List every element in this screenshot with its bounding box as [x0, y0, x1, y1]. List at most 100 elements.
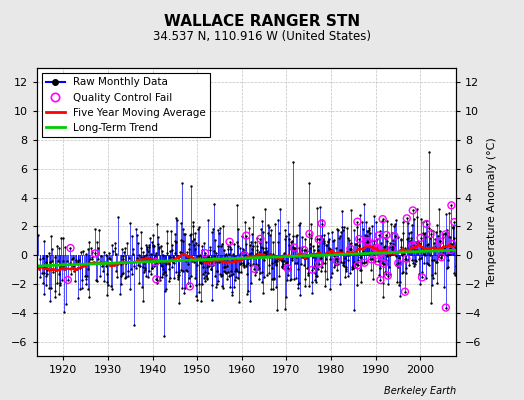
Point: [183, 248, 191, 255]
Point: [168, 242, 176, 249]
Point: [211, 272, 220, 279]
Point: [231, 276, 239, 283]
Point: [290, 244, 298, 251]
Point: [219, 284, 227, 291]
Point: [432, 229, 440, 236]
Point: [409, 260, 417, 266]
Point: [282, 259, 291, 265]
Point: [351, 240, 359, 247]
Point: [233, 202, 242, 208]
Point: [378, 216, 387, 222]
Point: [295, 222, 303, 228]
Point: [392, 279, 401, 285]
Point: [259, 229, 267, 236]
Point: [404, 220, 412, 226]
Point: [432, 258, 440, 265]
Point: [215, 254, 224, 261]
Point: [205, 247, 214, 254]
Point: [271, 221, 279, 228]
Point: [269, 238, 277, 245]
Point: [259, 244, 268, 251]
Point: [377, 258, 385, 264]
Point: [270, 275, 278, 282]
Point: [424, 246, 432, 252]
Point: [288, 237, 297, 244]
Point: [152, 276, 160, 282]
Point: [255, 265, 263, 272]
Point: [399, 230, 408, 236]
Point: [133, 232, 141, 238]
Point: [317, 255, 325, 262]
Point: [295, 279, 303, 286]
Point: [98, 262, 106, 269]
Point: [420, 230, 428, 237]
Point: [446, 247, 455, 253]
Point: [391, 262, 400, 268]
Point: [433, 222, 442, 228]
Point: [336, 233, 344, 240]
Point: [171, 230, 179, 237]
Point: [144, 268, 152, 274]
Point: [429, 256, 438, 263]
Point: [391, 248, 399, 255]
Point: [148, 239, 157, 246]
Point: [167, 247, 176, 254]
Point: [125, 254, 134, 261]
Point: [247, 239, 255, 245]
Point: [305, 231, 314, 237]
Point: [64, 277, 72, 283]
Point: [242, 232, 250, 239]
Point: [441, 230, 449, 237]
Point: [381, 242, 389, 249]
Point: [397, 270, 406, 276]
Point: [208, 229, 216, 236]
Point: [280, 227, 289, 233]
Point: [216, 225, 224, 231]
Point: [257, 244, 265, 250]
Point: [190, 236, 198, 242]
Point: [128, 233, 136, 239]
Point: [277, 258, 286, 264]
Point: [69, 263, 78, 269]
Point: [274, 239, 282, 246]
Point: [273, 256, 281, 262]
Point: [193, 262, 201, 268]
Point: [82, 276, 91, 282]
Point: [311, 277, 319, 284]
Point: [283, 265, 292, 271]
Point: [442, 211, 451, 217]
Point: [449, 224, 457, 231]
Point: [326, 246, 334, 252]
Point: [342, 268, 350, 274]
Point: [119, 270, 127, 277]
Point: [386, 270, 395, 277]
Point: [314, 236, 323, 242]
Point: [207, 266, 215, 272]
Point: [417, 235, 425, 241]
Point: [442, 304, 450, 311]
Point: [416, 281, 424, 287]
Point: [157, 262, 166, 269]
Point: [60, 308, 68, 315]
Point: [210, 201, 219, 207]
Point: [363, 239, 371, 246]
Point: [387, 230, 396, 236]
Point: [162, 250, 171, 256]
Point: [138, 298, 147, 305]
Point: [248, 230, 256, 237]
Point: [178, 180, 186, 186]
Point: [286, 246, 294, 252]
Point: [210, 253, 218, 260]
Point: [335, 280, 344, 287]
Point: [418, 274, 426, 280]
Point: [285, 242, 293, 249]
Point: [425, 148, 433, 155]
Point: [93, 277, 102, 284]
Point: [353, 224, 361, 231]
Point: [402, 270, 410, 276]
Point: [210, 248, 218, 254]
Point: [109, 248, 117, 254]
Point: [392, 252, 401, 259]
Point: [372, 245, 380, 252]
Point: [166, 254, 174, 261]
